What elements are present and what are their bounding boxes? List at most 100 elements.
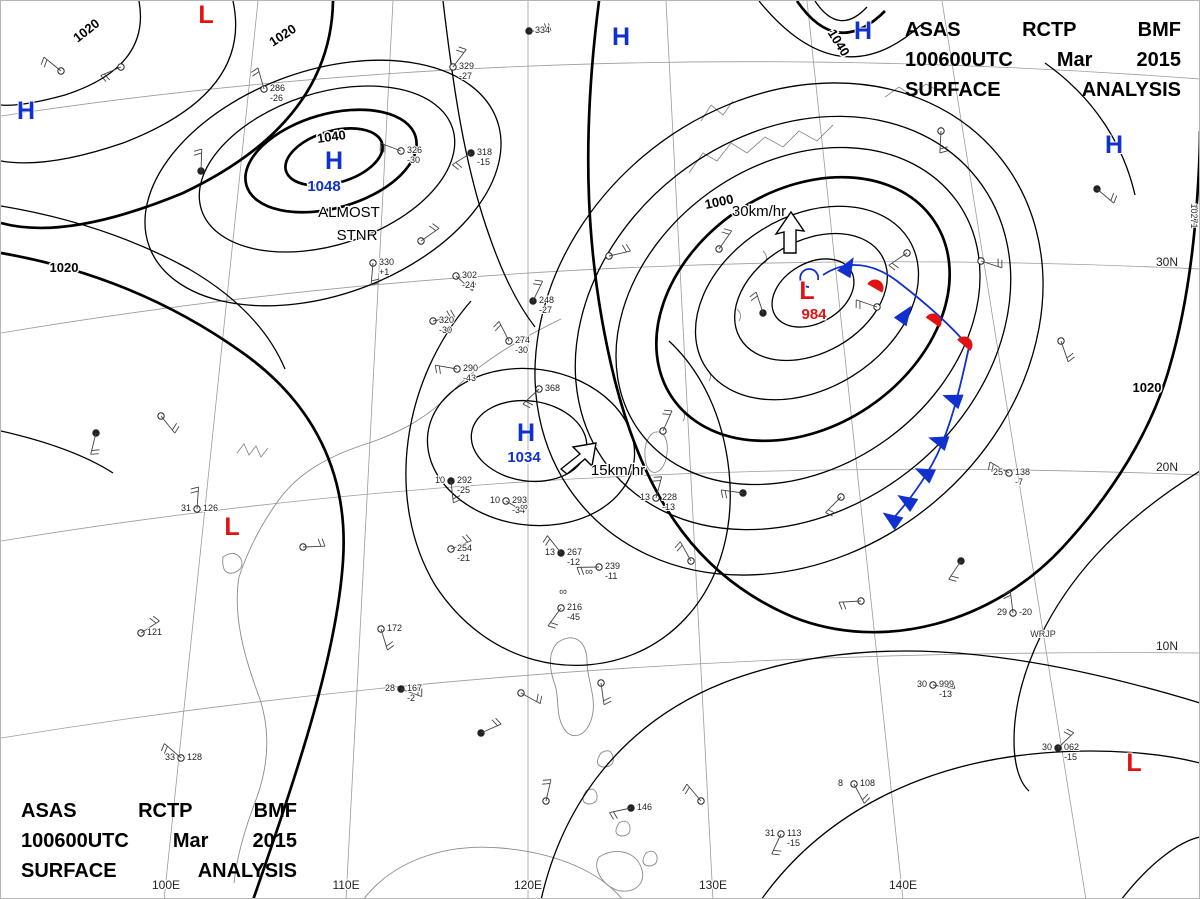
wind-barb bbox=[1060, 340, 1069, 362]
wind-barb-tick bbox=[547, 625, 556, 629]
low-center-spiral bbox=[799, 268, 820, 288]
graticule-line bbox=[941, 1, 1087, 898]
wind-barb bbox=[160, 415, 176, 434]
wind-barb-tick bbox=[458, 46, 467, 50]
wind-barb-tick bbox=[547, 23, 552, 32]
station-plot bbox=[605, 244, 631, 260]
station-plot bbox=[682, 783, 705, 805]
movement-arrow-high bbox=[559, 442, 597, 475]
station-temp: 13 bbox=[640, 492, 650, 502]
isobar-contour bbox=[1013, 470, 1199, 792]
wind-barb bbox=[989, 461, 1010, 474]
coastline bbox=[644, 431, 668, 473]
station-temp: 10 bbox=[435, 475, 445, 485]
isobar-contour bbox=[198, 85, 456, 253]
wind-barb-tick bbox=[532, 283, 541, 286]
station-value: 254 bbox=[457, 543, 472, 553]
wind-barb-tick bbox=[471, 283, 476, 291]
station-value: 239 bbox=[605, 561, 620, 571]
graticule-line bbox=[1, 468, 1199, 542]
wind-barb-tick bbox=[252, 71, 260, 77]
isobar-1000-low bbox=[654, 175, 952, 443]
station-plot: 248-27 bbox=[529, 279, 555, 316]
station-temp: 8 bbox=[838, 778, 843, 788]
station-temp: 10 bbox=[490, 495, 500, 505]
center-pressure-label: 984 bbox=[801, 306, 827, 323]
isobar-value-label: 1020 bbox=[70, 16, 102, 46]
station-plot bbox=[838, 597, 865, 610]
station-subvalue: -27 bbox=[459, 71, 472, 81]
isobar-contour bbox=[814, 1, 868, 22]
wind-barb-tick bbox=[536, 693, 539, 702]
isobar-contour bbox=[694, 205, 920, 401]
station-plot bbox=[299, 538, 326, 551]
station-value: 167 bbox=[407, 683, 422, 693]
station-subvalue: -30 bbox=[515, 345, 528, 355]
station-plot bbox=[597, 679, 612, 706]
station-plot: 138-7 25 bbox=[987, 461, 1031, 488]
wind-barb bbox=[547, 535, 562, 554]
station-plot: 326-30 bbox=[379, 142, 423, 166]
wind-barb bbox=[1057, 732, 1075, 749]
wind-barb-tick bbox=[864, 797, 871, 804]
wind-barb bbox=[980, 260, 1003, 269]
station-subvalue: -27 bbox=[539, 305, 552, 315]
wind-barb bbox=[662, 410, 673, 432]
station-subvalue: -30 bbox=[439, 325, 452, 335]
graticule-label: 100E bbox=[152, 878, 180, 892]
station-subvalue: -2 bbox=[407, 693, 415, 703]
station-plot bbox=[948, 557, 965, 582]
wind-barb-tick bbox=[621, 244, 627, 253]
high-pressure-symbol: H bbox=[1105, 131, 1123, 159]
wind-barb-tick bbox=[193, 152, 202, 156]
cold-front-triangle bbox=[893, 305, 912, 327]
station-temp: 31 bbox=[765, 828, 775, 838]
station-plot: 286-26 bbox=[251, 67, 286, 104]
wind-barb bbox=[164, 743, 182, 759]
wind-barb-tick bbox=[542, 782, 551, 785]
station-temp: 33 bbox=[165, 752, 175, 762]
wind-barb-tick bbox=[1066, 352, 1074, 359]
movement-arrows-layer bbox=[559, 210, 806, 475]
station-plot: 167-2 28 bbox=[384, 682, 423, 704]
station-plot: 330+1 bbox=[369, 256, 395, 286]
wind-barb-tick bbox=[674, 541, 681, 548]
wind-barb bbox=[609, 807, 632, 814]
wind-barb bbox=[771, 833, 782, 855]
wind-barb-tick bbox=[888, 264, 896, 271]
station-plot bbox=[157, 412, 180, 434]
wind-barb-tick bbox=[542, 779, 551, 781]
station-plot: 172 bbox=[377, 622, 403, 651]
map-label: ∞ bbox=[585, 566, 593, 578]
wind-barb bbox=[1096, 188, 1115, 204]
wind-barb-tick bbox=[90, 453, 99, 455]
station-value: 334 bbox=[535, 25, 550, 35]
station-plot: 999-13 30 bbox=[916, 678, 956, 700]
wind-barb-tick bbox=[544, 23, 548, 32]
wind-barb-tick bbox=[539, 695, 543, 704]
wind-barb bbox=[718, 230, 732, 250]
wind-barb bbox=[450, 480, 454, 503]
wind-barb-tick bbox=[462, 535, 469, 543]
station-plot: 228-13 13 bbox=[639, 476, 678, 513]
station-subvalue: -25 bbox=[457, 485, 470, 495]
station-plot: 121 bbox=[137, 615, 163, 638]
station-plot bbox=[659, 409, 673, 435]
wind-barb-tick bbox=[100, 75, 107, 82]
chart-datetime: 100600UTC Mar 2015 bbox=[905, 49, 1181, 71]
wind-barb-tick bbox=[663, 409, 672, 412]
station-value: 108 bbox=[860, 778, 875, 788]
isobar-value-label: 1020 bbox=[1133, 380, 1162, 395]
wind-barb-tick bbox=[550, 622, 559, 626]
cold-front-triangle bbox=[942, 394, 964, 410]
chart-title-bottom-left: ASAS RCTP BMF 100600UTC Mar 2015 SURFACE… bbox=[21, 796, 297, 886]
station-temp: 25 bbox=[993, 467, 1003, 477]
station-value: 121 bbox=[147, 627, 162, 637]
wind-barb-tick bbox=[1113, 195, 1118, 204]
station-value: 368 bbox=[545, 383, 560, 393]
wind-barb-tick bbox=[446, 310, 452, 318]
map-label: 10271 bbox=[1189, 203, 1199, 228]
isobar-contour bbox=[574, 115, 1012, 531]
graticule-line bbox=[1, 261, 1199, 334]
wind-barb-tick bbox=[522, 403, 531, 409]
